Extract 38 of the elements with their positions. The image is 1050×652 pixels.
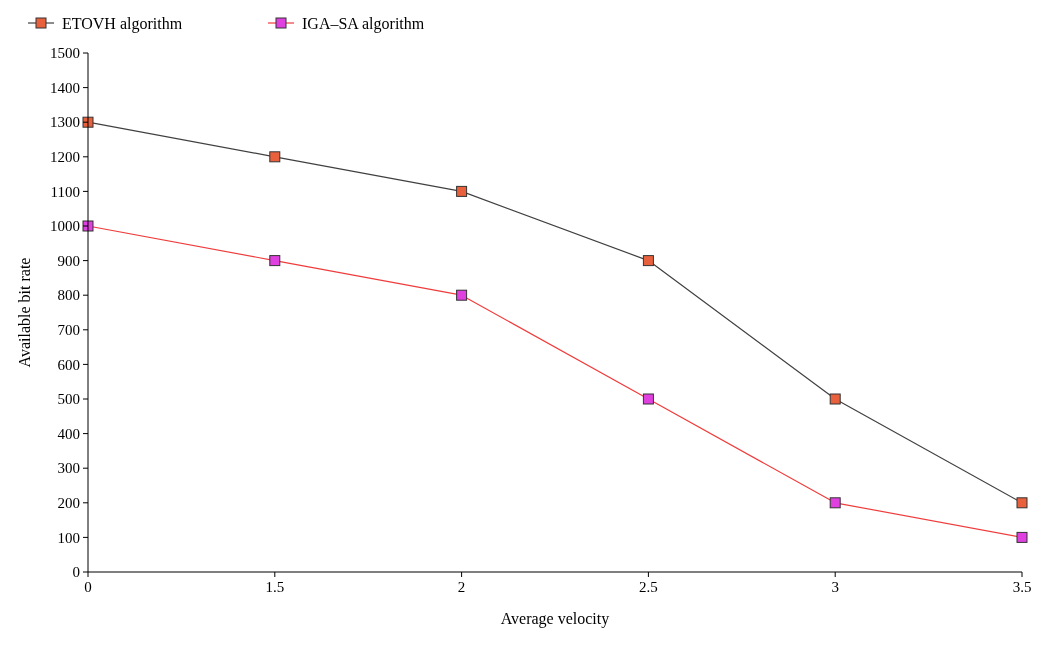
y-tick-label: 200 — [57, 495, 80, 512]
y-tick-label: 1300 — [50, 114, 80, 131]
y-tick-label: 1200 — [50, 149, 80, 166]
y-tick-label: 1500 — [50, 45, 80, 62]
point — [82, 116, 94, 128]
x-tick-label: 1.5 — [265, 579, 285, 595]
y-tick-label: 1400 — [50, 79, 80, 96]
point — [1016, 531, 1028, 543]
y-tick-label: 400 — [57, 425, 80, 442]
point — [269, 151, 281, 163]
point — [642, 393, 654, 405]
x-tick-label: 3.5 — [1012, 579, 1032, 595]
x-tick-label: 2.5 — [639, 579, 658, 595]
y-tick-label: 700 — [57, 322, 80, 339]
point — [642, 255, 654, 267]
x-tick-label: 3 — [831, 579, 839, 595]
y-tick-label: 100 — [57, 529, 80, 546]
point — [456, 289, 468, 301]
point — [456, 185, 468, 197]
point — [1016, 497, 1028, 509]
legend-label: ETOVH algorithm — [62, 14, 183, 33]
y-tick-label: 1100 — [50, 183, 80, 200]
x-tick-label: 0 — [84, 579, 92, 595]
y-axis-title: Available bit rate — [16, 257, 33, 368]
y-tick-label: 500 — [57, 391, 80, 408]
point — [829, 497, 841, 509]
x-axis-title: Average velocity — [500, 610, 610, 628]
y-tick-label: 0 — [72, 564, 80, 581]
y-tick-label: 800 — [57, 287, 80, 304]
point — [829, 393, 841, 405]
y-tick-label: 1000 — [50, 218, 80, 235]
point — [82, 220, 94, 232]
x-tick-label: 2 — [457, 579, 466, 595]
y-tick-label: 600 — [57, 356, 80, 373]
y-tick-label: 900 — [57, 252, 80, 269]
legend-label: IGA–SA algorithm — [302, 14, 425, 33]
y-tick-label: 300 — [57, 460, 80, 477]
point — [269, 255, 281, 267]
